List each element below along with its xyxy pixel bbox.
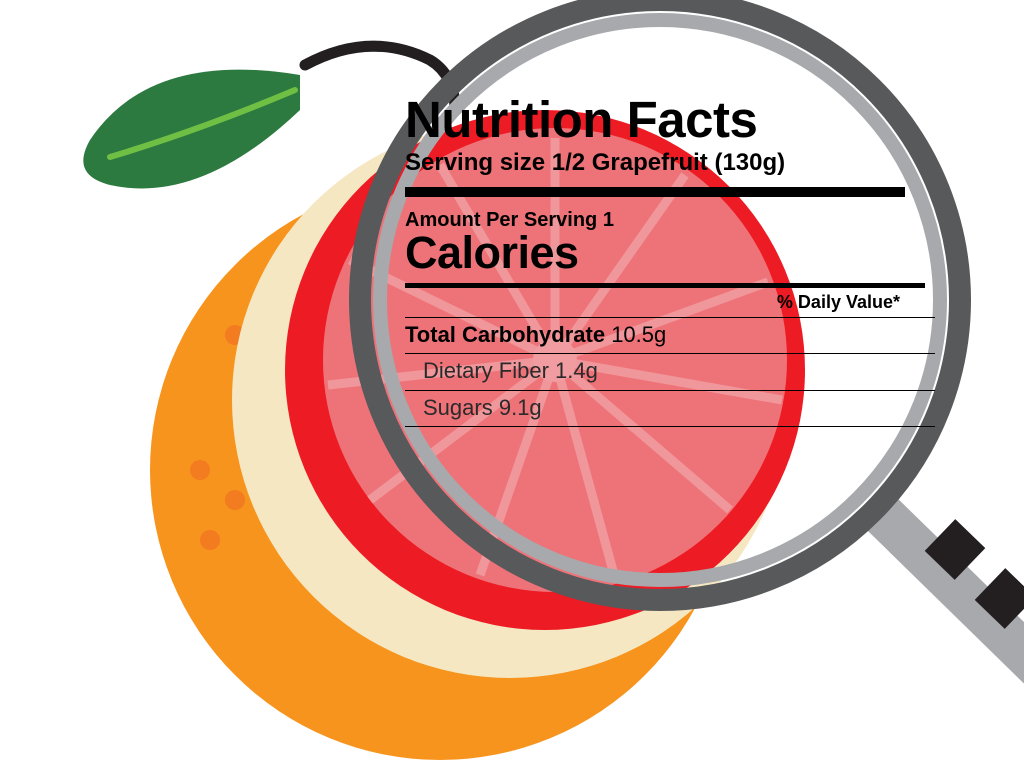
thin-rule [405,317,935,318]
peel-dot [190,460,210,480]
fiber-label: Dietary Fiber [423,358,549,383]
thin-rule [405,426,935,427]
sugars-value: 9.1g [499,395,542,420]
medium-rule [405,283,925,288]
thick-rule [405,187,905,197]
total-carb-row: Total Carbohydrate 10.5g [405,321,895,350]
magnifier-handle [880,512,1024,688]
nutrition-label: Nutrition Facts Serving size 1/2 Grapefr… [405,93,895,430]
total-carb-label: Total Carbohydrate [405,322,605,347]
peel-dot [225,490,245,510]
total-carb-value: 10.5g [611,322,666,347]
serving-size: Serving size 1/2 Grapefruit (130g) [405,149,895,177]
thin-rule [405,390,935,391]
sugars-label: Sugars [423,395,493,420]
daily-value-header: % Daily Value* [405,292,900,313]
thin-rule [405,353,935,354]
label-title: Nutrition Facts [405,93,895,147]
calories-label: Calories [405,230,895,275]
fiber-row: Dietary Fiber 1.4g [405,357,895,386]
peel-dot [200,530,220,550]
sugars-row: Sugars 9.1g [405,394,895,423]
fiber-value: 1.4g [555,358,598,383]
